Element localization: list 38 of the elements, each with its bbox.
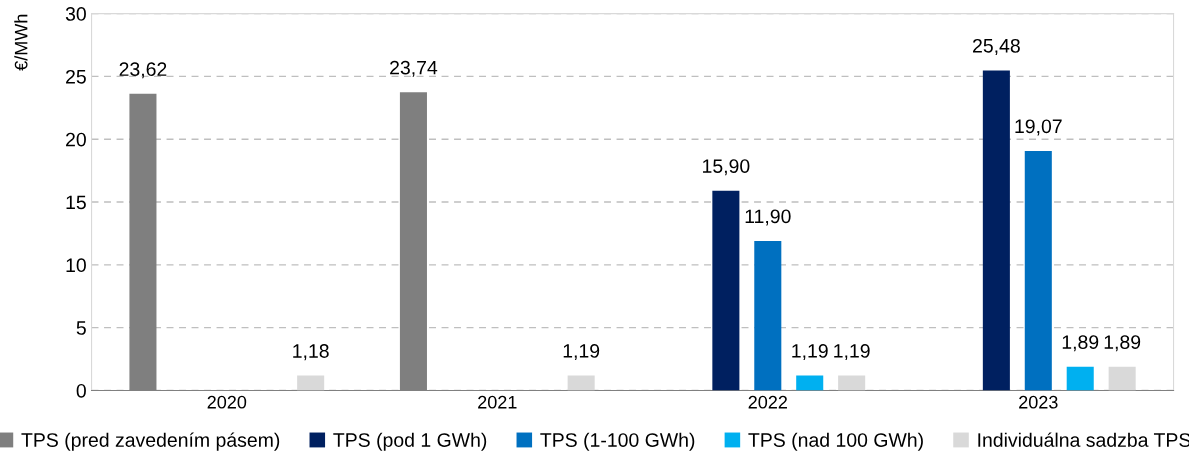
y-tick-label: 20 <box>66 132 86 147</box>
data-label: 1,18 <box>293 344 329 361</box>
data-label: 25,48 <box>973 38 1020 55</box>
x-tick-label: 2023 <box>1019 395 1058 409</box>
data-label: 1,19 <box>834 343 870 361</box>
data-label: 1,19 <box>563 343 600 361</box>
data-label: 1,89 <box>1104 335 1141 352</box>
bar <box>982 70 1010 391</box>
y-tick-label: 25 <box>66 69 86 84</box>
bar <box>297 375 325 391</box>
x-tick-label: 2022 <box>748 395 787 409</box>
y-tick-label: 10 <box>66 258 86 273</box>
data-label: 23,74 <box>390 60 438 77</box>
y-tick-label: 5 <box>76 321 86 335</box>
bar <box>712 190 740 391</box>
y-tick-label: 15 <box>66 195 86 210</box>
bar <box>838 375 866 391</box>
bar <box>1108 366 1136 391</box>
legend-label: TPS (nad 100 GWh) <box>748 432 923 451</box>
data-label: 19,07 <box>1015 119 1062 136</box>
legend-label: TPS (1-100 GWh) <box>540 432 695 451</box>
legend-label: TPS (pred zavedením pásem) <box>21 432 280 451</box>
bar <box>754 240 782 391</box>
data-label: 15,90 <box>703 159 750 176</box>
data-label: 1,89 <box>1062 335 1099 352</box>
bar <box>567 375 595 391</box>
y-axis-title: €/MWh <box>14 14 28 71</box>
y-tick-label: 30 <box>65 7 86 21</box>
bar <box>1024 150 1052 391</box>
data-label: 11,90 <box>745 209 791 226</box>
bar <box>796 375 824 391</box>
x-tick-label: 2020 <box>207 395 247 409</box>
data-label: 23,62 <box>119 62 167 79</box>
x-tick-label: 2021 <box>478 395 517 409</box>
bar <box>1066 366 1094 391</box>
data-label: 1,19 <box>792 343 828 361</box>
legend-label: TPS (pod 1 GWh) <box>333 432 487 451</box>
y-tick-label: 0 <box>76 383 86 398</box>
